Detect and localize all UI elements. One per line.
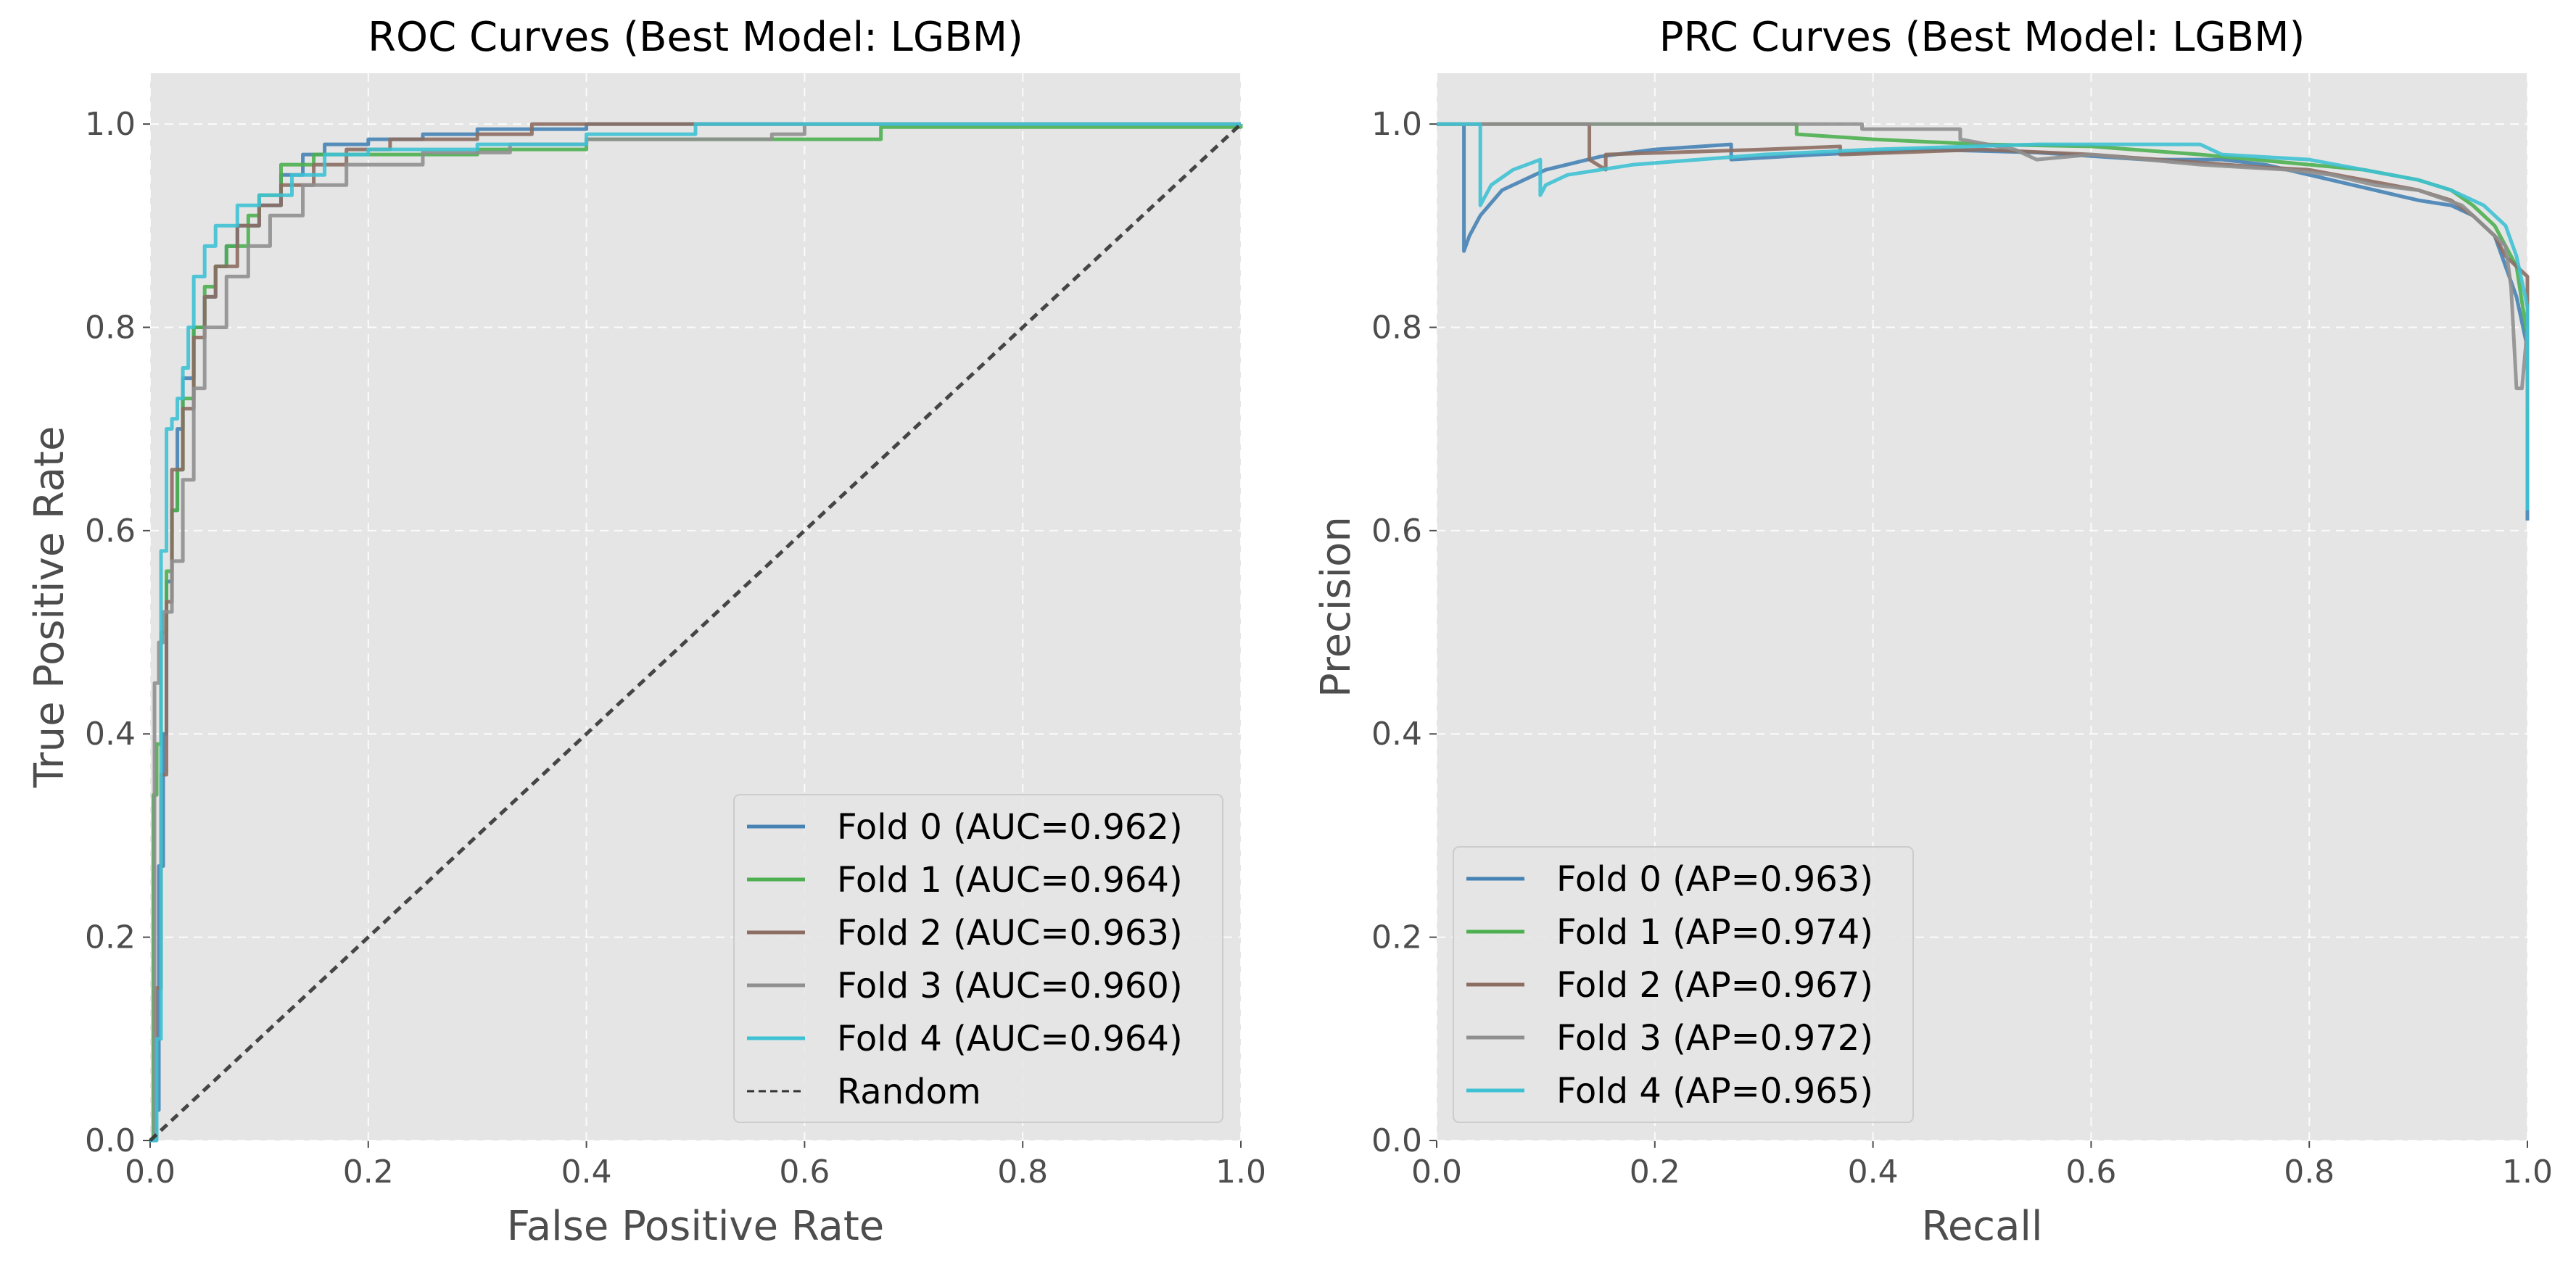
legend-box [1453,846,1914,1123]
x-tick-label: 0.0 [125,1154,176,1191]
x-tick-label: 0.6 [779,1154,830,1191]
y-tick-label: 0.8 [1371,309,1422,346]
y-tick-label: 0.2 [1371,919,1422,956]
legend-entry-4: Fold 4 (AP=0.965) [1556,1071,1873,1111]
legend-entry-2: Fold 2 (AUC=0.963) [837,913,1183,953]
series-line-2 [150,122,1241,1143]
legend: Fold 0 (AUC=0.962) Fold 1 (AUC=0.964) Fold… [733,794,1223,1123]
x-tick-label: 1.0 [2502,1154,2553,1191]
legend-entry-0: Fold 0 (AP=0.963) [1556,859,1873,900]
legend-entry-5: Random [837,1072,981,1112]
series-line-4 [150,122,1241,1143]
legend-entry-0: Fold 0 (AUC=0.962) [837,807,1183,848]
x-tick-label: 0.2 [1630,1154,1680,1191]
x-tick-label: 0.4 [1848,1154,1899,1191]
series-line-5 [149,123,1242,1142]
y-tick-label: 0.8 [85,309,136,346]
y-tick-label: 0.6 [85,513,136,550]
x-tick-label: 0.8 [997,1154,1048,1191]
x-axis-label: Recall [1921,1203,2042,1250]
y-tick-label: 0.2 [85,919,136,956]
x-tick-label: 0.6 [2065,1154,2116,1191]
y-tick-label: 0.0 [85,1122,136,1159]
y-axis-label: True Positive Rate [26,426,73,789]
curves [1437,122,2530,521]
series-line-3 [1437,122,2530,409]
chart-panel-0: 0.0 0.2 0.4 0.6 0.8 1.0 0.0 0.2 0.4 0.6 0.8 1.0 ROC … [26,14,1266,1250]
legend-entry-4: Fold 4 (AUC=0.964) [837,1019,1183,1059]
x-tick-label: 1.0 [1215,1154,1266,1191]
legend-entry-2: Fold 2 (AP=0.967) [1556,965,1873,1006]
legend: Fold 0 (AP=0.963) Fold 1 (AP=0.974) Fold 2… [1453,846,1914,1123]
x-tick-label: 0.8 [2284,1154,2334,1191]
x-tick-label: 0.0 [1411,1154,1462,1191]
y-tick-label: 0.6 [1371,513,1422,550]
x-tick-label: 0.2 [343,1154,394,1191]
y-axis-label: Precision [1313,516,1360,697]
legend-entry-3: Fold 3 (AP=0.972) [1556,1018,1873,1059]
y-tick-label: 0.4 [85,716,136,753]
y-tick-label: 0.0 [1371,1122,1422,1159]
curves [149,122,1243,1143]
y-tick-label: 1.0 [85,106,136,143]
series-line-4 [1437,122,2530,510]
chart-panel-1: 0.0 0.2 0.4 0.6 0.8 1.0 0.0 0.2 0.4 0.6 0.8 1.0 PRC … [1313,14,2553,1250]
y-tick-label: 0.4 [1371,716,1422,753]
legend-entry-1: Fold 1 (AUC=0.964) [837,860,1183,901]
y-tick-label: 1.0 [1371,106,1422,143]
x-axis-label: False Positive Rate [507,1203,884,1250]
legend-box [733,794,1223,1123]
chart-title: ROC Curves (Best Model: LGBM) [368,14,1023,61]
legend-entry-1: Fold 1 (AP=0.974) [1556,912,1873,953]
legend-entry-3: Fold 3 (AUC=0.960) [837,966,1183,1006]
x-tick-label: 0.4 [561,1154,612,1191]
chart-title: PRC Curves (Best Model: LGBM) [1659,14,2305,61]
